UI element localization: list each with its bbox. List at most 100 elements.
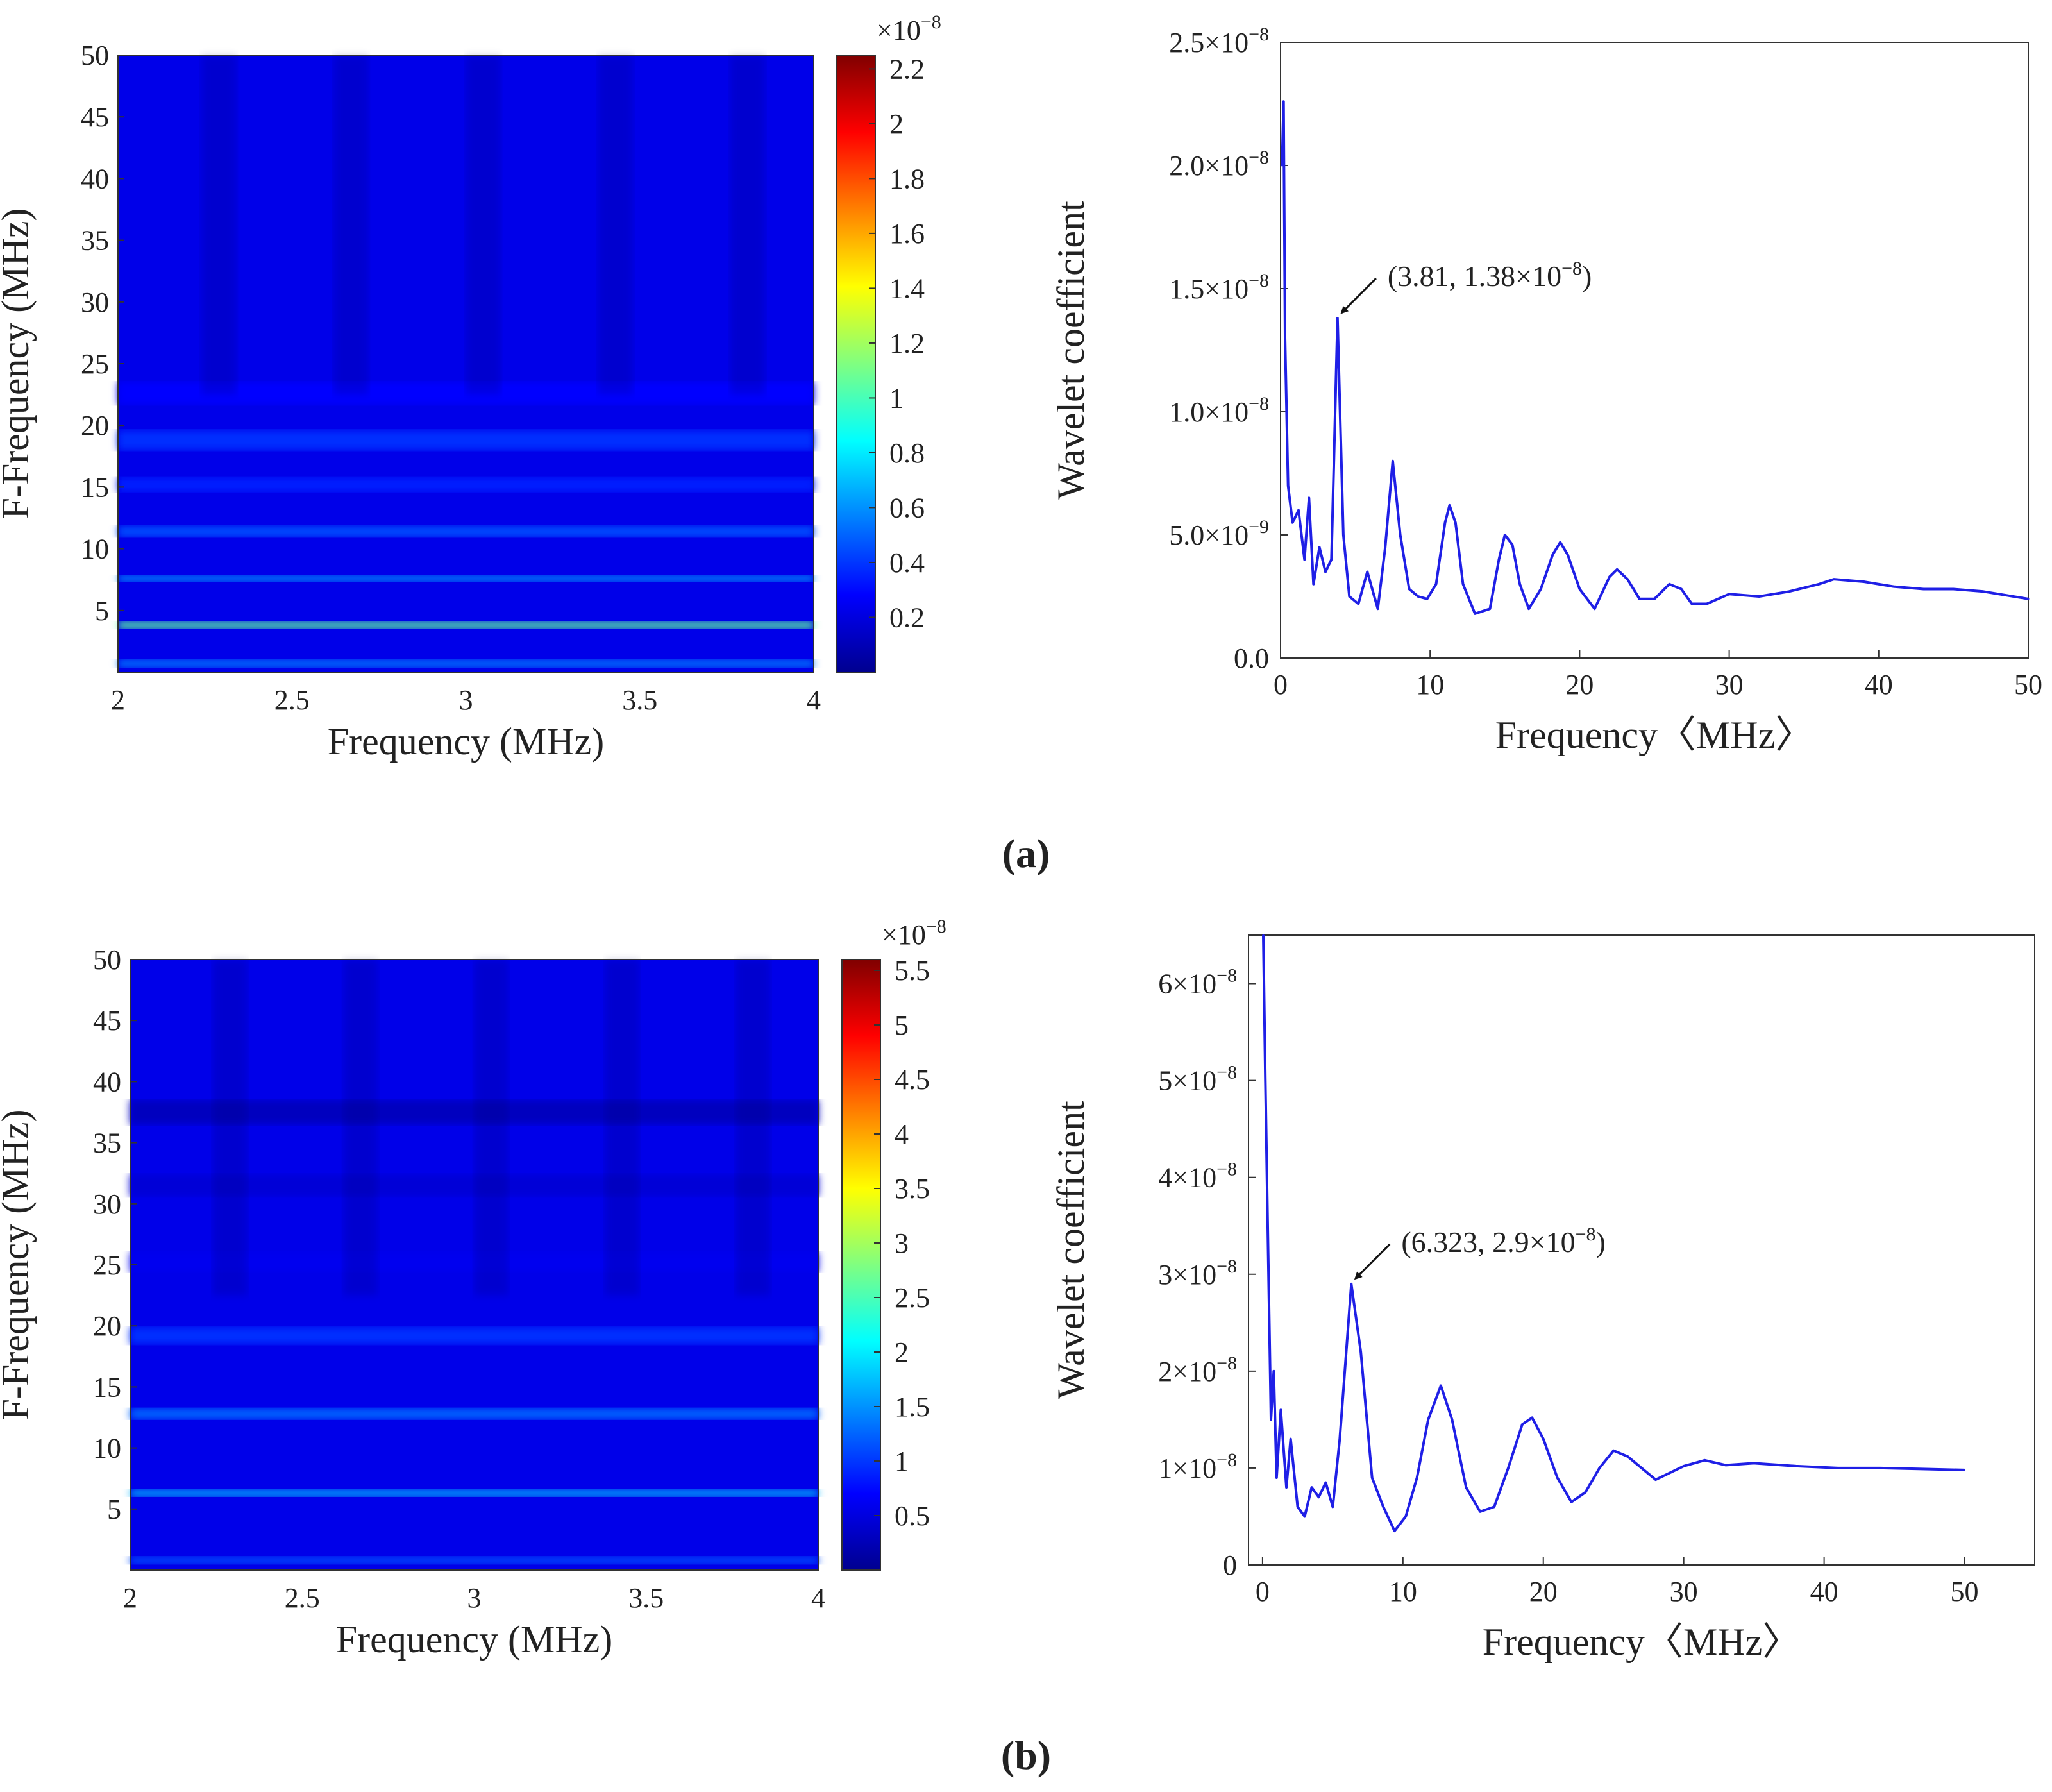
data-point [1449,504,1451,507]
data-point [1608,575,1611,578]
data-point [1982,590,1985,593]
heatmap-band [130,1557,818,1564]
data-point [1462,583,1465,586]
heatmap-band [118,575,814,582]
plot-frame [1280,42,2029,659]
data-point [1680,587,1683,590]
data-point [1818,583,1821,586]
x-axis-label: Frequency (MHz) [328,720,605,763]
data-point [1795,1465,1797,1467]
data-point [1272,1370,1275,1373]
data-point [1504,534,1506,536]
data-point [1551,554,1554,556]
y-tick-label: 40 [93,1066,121,1097]
data-point [1921,1467,1924,1470]
data-point [1626,1455,1629,1458]
data-point [1728,593,1731,595]
x-tick-label: 40 [1865,669,1893,700]
data-point [1297,509,1300,512]
data-point [1359,1351,1362,1353]
series-line [1262,934,1965,1533]
data-point [1479,1510,1481,1513]
data-point [1704,1459,1706,1462]
x-tick-label: 4 [807,684,821,716]
data-point [1578,587,1581,590]
panel-a-line: 0.0 5.0×10−9 1.0×10−8 1.5×10−8 2.0×10−8 2.5×1… [1050,24,2042,756]
data-point [1626,578,1629,580]
x-tick-label: 0 [1256,1576,1270,1607]
heatmap-shade [605,959,640,1296]
data-point [1507,1467,1510,1469]
annotation-arrow [1354,1243,1391,1280]
y-tick-label: 20 [81,410,109,441]
data-point [1264,1079,1266,1082]
data-point [1879,1467,1881,1469]
x-tick-label: 2 [123,1582,137,1614]
x-tick-label: 0 [1274,669,1288,700]
data-point [1303,558,1306,561]
data-point [1267,1254,1270,1256]
annotation-label: (3.81, 1.38×10−8) [1388,258,1592,292]
y-tick-label: 25 [81,348,109,380]
colorbar-tick-label: 5 [895,1010,909,1041]
x-tick-label: 4 [811,1582,825,1614]
data-point [1594,607,1596,610]
y-tick-label: 40 [81,163,109,194]
y-tick-label: 5 [107,1494,121,1525]
data-point [1399,534,1402,536]
heatmap-shade [201,55,237,395]
heatmap-shade [730,55,766,395]
data-point [1279,1408,1282,1411]
heatmap-shade [474,959,509,1296]
data-point [1270,1418,1272,1421]
data-point [1837,1467,1839,1469]
caption-b: (b) [1001,1732,1051,1778]
data-point [1416,1476,1418,1479]
colorbar [836,55,876,673]
data-point [1312,583,1315,586]
data-point [1668,583,1670,586]
data-point [1540,587,1542,590]
data-point [1324,1482,1327,1484]
colorbar-tick-label: 3.5 [895,1173,930,1205]
data-point [1281,164,1283,167]
data-point [1290,1438,1292,1441]
y-tick-label: 5 [95,595,109,627]
data-point [1308,496,1310,499]
data-point [1669,1471,1671,1474]
data-point [1426,598,1429,600]
x-tick-label: 40 [1810,1576,1838,1607]
heatmap-shade [212,959,248,1296]
data-point [1350,1283,1352,1285]
y-tick-label: 45 [93,1005,121,1036]
y-axis-label: F-Frequency (MHz) [0,208,37,520]
colorbar-tick-label: 2 [895,1337,909,1368]
data-point [1862,580,1865,583]
data-point [1724,1464,1727,1466]
y-tick-label: 15 [81,471,109,503]
data-point [1531,1416,1533,1419]
y-tick-label: 0.0 [1234,643,1269,674]
data-point [1318,546,1321,548]
y-tick-label: 25 [93,1249,121,1281]
data-point [1297,1505,1299,1508]
data-point [2027,598,2030,600]
y-tick-label: 10 [93,1433,121,1464]
data-point [1451,1418,1453,1421]
data-point [1427,1418,1429,1421]
heatmap-shade [343,959,378,1296]
data-point [1612,1450,1615,1452]
annotation-arrow [1340,278,1377,314]
data-point [1559,541,1561,544]
colorbar-tick-label: 0.5 [895,1500,930,1532]
data-point [1493,1505,1495,1508]
data-point [1474,613,1476,615]
heatmap-band [118,430,814,450]
heatmap-shade [598,55,633,395]
data-point [1584,1491,1586,1494]
data-point [1291,521,1294,524]
colorbar-tick-label: 1 [889,382,904,414]
data-point [1542,1438,1545,1441]
series-line [1281,100,2029,615]
